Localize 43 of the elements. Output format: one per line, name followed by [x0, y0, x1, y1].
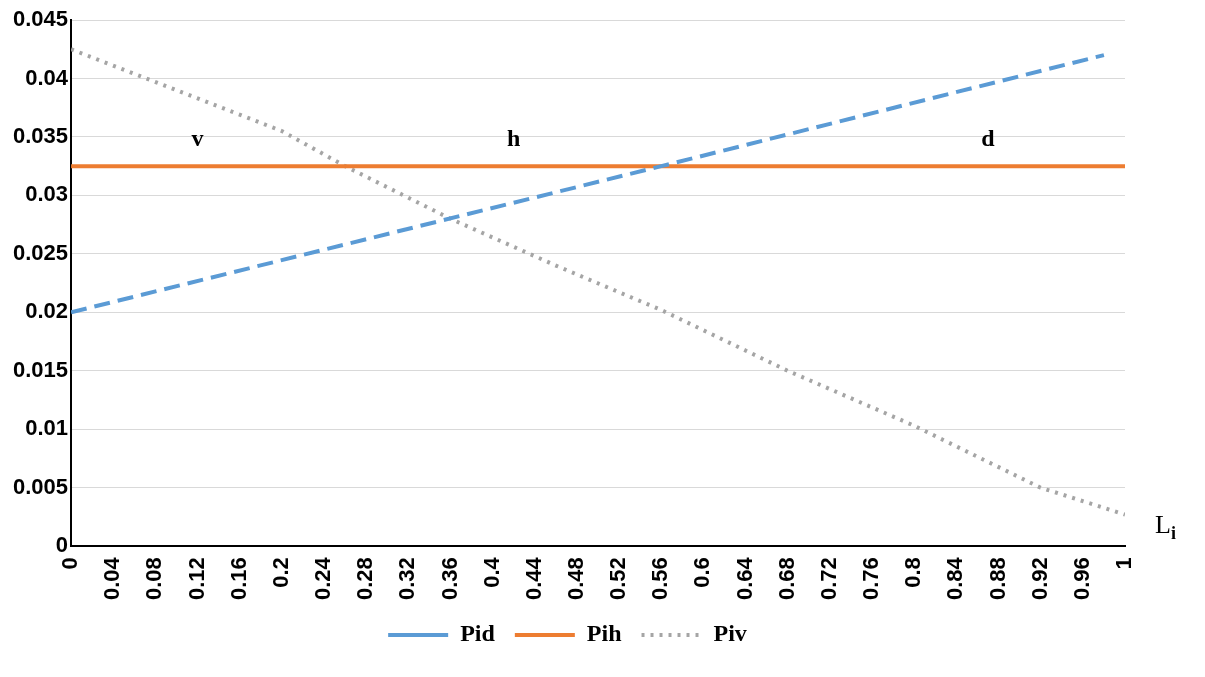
x-tick-label: 0.88: [984, 557, 1010, 601]
x-axis-title: L$_{i}$: [1155, 510, 1176, 545]
x-tick-label: 0.08: [141, 557, 167, 601]
x-tick-label: 0.12: [183, 557, 209, 601]
y-tick-label: 0.045: [12, 6, 69, 32]
y-tick-label: 0.04: [25, 64, 69, 90]
x-tick-label: 0.72: [815, 557, 841, 601]
legend-label: Pih: [586, 620, 622, 647]
x-tick-label: 0.16: [225, 557, 251, 601]
y-tick-label: 0.025: [12, 239, 69, 265]
annotation: h: [507, 124, 521, 151]
x-tick-label: 0.56: [647, 557, 673, 601]
x-tick-label: 0.24: [310, 556, 336, 601]
x-tick-label: 0.4: [478, 556, 504, 588]
x-tick-label: 0.52: [605, 557, 631, 601]
x-tick-label: 0.76: [858, 557, 884, 601]
x-tick-label: 0.36: [436, 557, 462, 601]
legend-label: Piv: [713, 620, 747, 647]
y-tick-label: 0.02: [25, 298, 69, 324]
x-tick-label: 0.48: [563, 557, 589, 601]
x-tick-label: 0.28: [352, 557, 378, 601]
x-tick-label: 0.2: [267, 557, 293, 588]
y-tick-label: 0.01: [25, 415, 69, 441]
x-tick-label: 0.96: [1068, 557, 1094, 601]
x-tick-label: 0.68: [773, 557, 799, 601]
annotation: d: [981, 124, 996, 151]
y-tick-label: 0.015: [12, 356, 69, 382]
annotation: v: [191, 124, 204, 151]
legend-label: Pid: [460, 620, 496, 647]
y-tick-label: 0.005: [12, 473, 69, 499]
x-tick-label: 0.8: [900, 557, 926, 588]
x-tick-label: 1: [1111, 557, 1137, 570]
x-tick-label: 0.44: [520, 556, 546, 601]
x-tick-label: 0.92: [1026, 557, 1052, 601]
y-tick-label: 0.03: [25, 181, 69, 207]
x-tick-label: 0.6: [689, 557, 715, 588]
y-tick-label: 0.035: [12, 122, 69, 148]
x-tick-label: 0.32: [394, 557, 420, 601]
x-tick-label: 0.84: [942, 556, 968, 601]
x-tick-label: 0.64: [731, 556, 757, 601]
x-tick-label: 0: [57, 557, 83, 570]
line-series: [71, 47, 1125, 517]
x-tick-label: 0.04: [99, 556, 125, 601]
